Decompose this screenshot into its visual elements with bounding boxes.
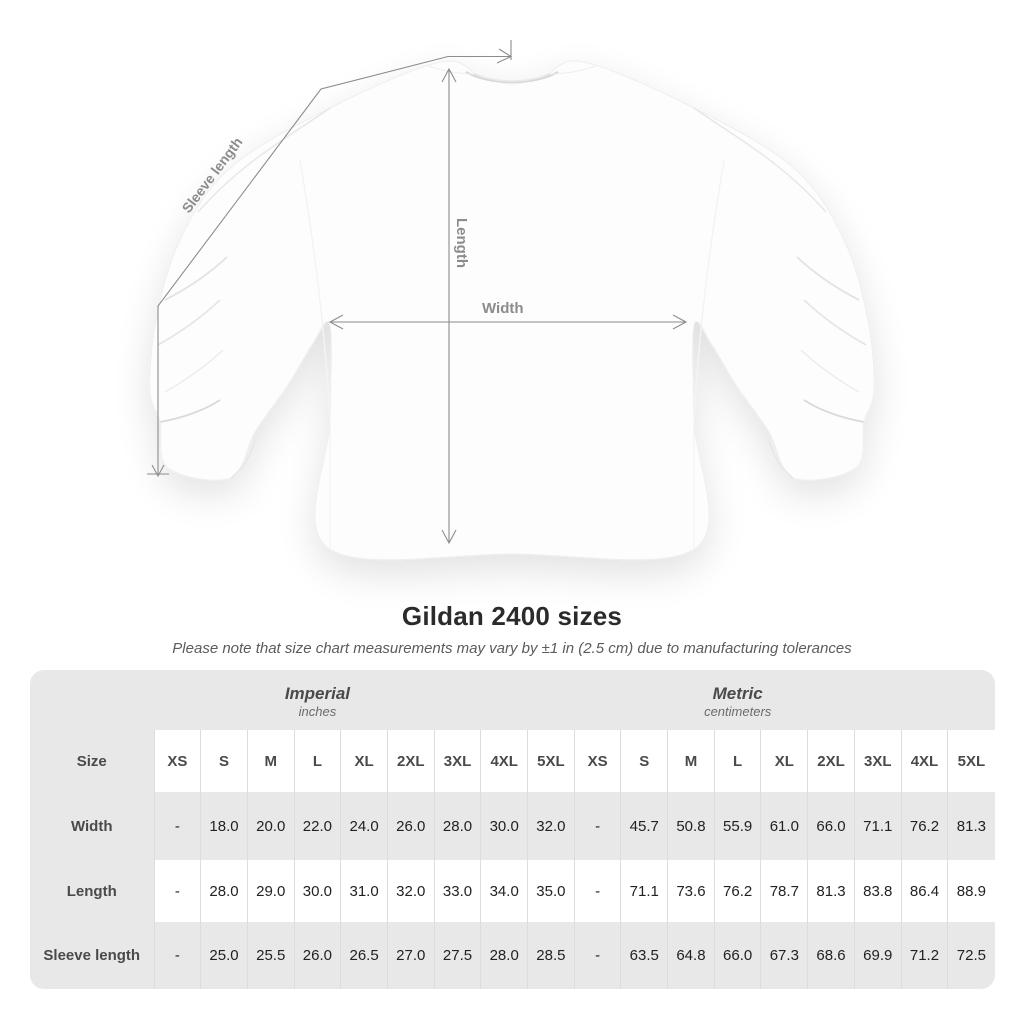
svg-text:Width: Width bbox=[482, 300, 524, 317]
svg-text:Length: Length bbox=[453, 218, 470, 268]
